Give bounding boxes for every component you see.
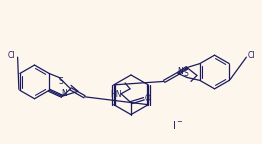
Text: O: O	[145, 94, 151, 103]
Text: Cl: Cl	[248, 51, 255, 60]
Text: S: S	[184, 69, 188, 78]
Text: N$^+$: N$^+$	[177, 66, 189, 77]
Text: Cl: Cl	[8, 51, 15, 60]
Text: S: S	[59, 77, 63, 86]
Text: HN: HN	[110, 90, 122, 99]
Text: I$^-$: I$^-$	[172, 120, 183, 131]
Text: N: N	[61, 89, 67, 98]
